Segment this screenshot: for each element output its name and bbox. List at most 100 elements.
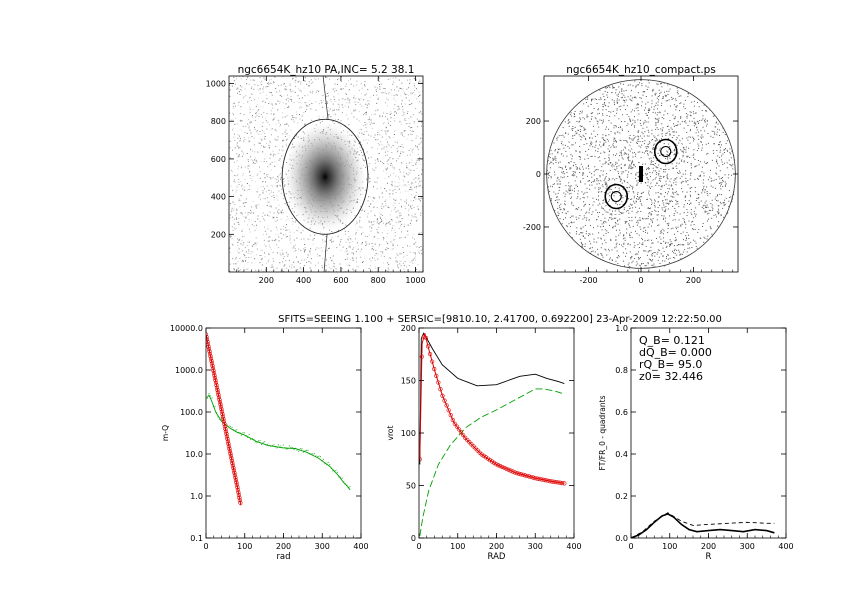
noise-pixel <box>392 225 394 227</box>
noise-pixel <box>651 254 653 256</box>
noise-pixel <box>637 139 639 141</box>
noise-pixel <box>338 99 340 101</box>
noise-pixel <box>375 90 377 92</box>
noise-pixel <box>685 235 687 237</box>
noise-pixel <box>267 174 269 176</box>
noise-pixel <box>290 267 292 269</box>
noise-pixel <box>624 195 626 197</box>
noise-pixel <box>395 257 397 259</box>
noise-pixel <box>233 181 235 183</box>
noise-pixel <box>628 164 630 166</box>
noise-pixel <box>669 215 671 217</box>
noise-mark <box>279 445 281 447</box>
noise-pixel <box>716 131 718 133</box>
noise-pixel <box>292 77 294 79</box>
noise-pixel <box>618 209 620 211</box>
noise-pixel <box>381 251 383 253</box>
noise-pixel <box>336 247 338 249</box>
noise-pixel <box>268 85 270 87</box>
noise-pixel <box>608 219 610 221</box>
noise-pixel <box>653 135 655 137</box>
noise-pixel <box>656 114 658 116</box>
noise-pixel <box>420 214 422 216</box>
noise-pixel <box>381 254 383 256</box>
noise-pixel <box>620 168 622 170</box>
noise-pixel <box>276 244 278 246</box>
noise-pixel <box>352 257 354 259</box>
noise-pixel <box>401 145 403 147</box>
noise-pixel <box>249 212 251 214</box>
noise-pixel <box>665 180 667 182</box>
noise-pixel <box>363 125 365 127</box>
noise-pixel <box>572 171 574 173</box>
noise-pixel <box>383 146 385 148</box>
noise-pixel <box>654 117 656 119</box>
noise-pixel <box>273 153 275 155</box>
noise-pixel <box>408 94 410 96</box>
noise-pixel <box>387 262 389 264</box>
noise-pixel <box>604 178 606 180</box>
noise-pixel <box>582 174 584 176</box>
noise-pixel <box>279 124 281 126</box>
noise-pixel <box>347 118 349 120</box>
noise-pixel <box>668 148 670 150</box>
noise-pixel <box>579 156 581 158</box>
noise-pixel <box>602 144 604 146</box>
noise-pixel <box>590 144 592 146</box>
noise-pixel <box>279 90 281 92</box>
noise-pixel <box>377 159 379 161</box>
noise-pixel <box>605 242 607 244</box>
noise-pixel <box>264 219 266 221</box>
noise-pixel <box>591 173 593 175</box>
noise-pixel <box>278 159 280 161</box>
noise-pixel <box>415 145 417 147</box>
noise-pixel <box>256 242 258 244</box>
noise-pixel <box>652 148 654 150</box>
noise-pixel <box>272 217 274 219</box>
noise-pixel <box>396 216 398 218</box>
noise-pixel <box>631 100 633 102</box>
noise-pixel <box>393 95 395 97</box>
noise-pixel <box>289 82 291 84</box>
noise-pixel <box>631 210 633 212</box>
noise-mark <box>270 445 272 447</box>
noise-pixel <box>698 131 700 133</box>
noise-pixel <box>698 138 700 140</box>
noise-pixel <box>308 86 310 88</box>
noise-pixel <box>668 262 670 264</box>
noise-pixel <box>314 77 316 79</box>
noise-pixel <box>601 223 603 225</box>
noise-pixel <box>630 111 632 113</box>
noise-pixel <box>582 177 584 179</box>
noise-pixel <box>289 231 291 233</box>
noise-pixel <box>382 170 384 172</box>
noise-pixel <box>410 92 412 94</box>
noise-pixel <box>588 203 590 205</box>
noise-pixel <box>284 131 286 133</box>
noise-pixel <box>728 190 730 192</box>
noise-pixel <box>637 141 639 143</box>
noise-pixel <box>726 149 728 151</box>
noise-pixel <box>254 242 256 244</box>
noise-pixel <box>571 196 573 198</box>
noise-pixel <box>691 246 693 248</box>
panel-title: ngc6654K_hz10 PA,INC= 5.2 38.1 <box>238 64 415 76</box>
noise-pixel <box>269 140 271 142</box>
noise-pixel <box>719 151 721 153</box>
noise-pixel <box>621 157 623 159</box>
noise-pixel <box>283 185 285 187</box>
noise-pixel <box>252 79 254 81</box>
noise-pixel <box>353 116 355 118</box>
noise-pixel <box>602 208 604 210</box>
noise-pixel <box>711 204 713 206</box>
noise-pixel <box>258 204 260 206</box>
noise-pixel <box>299 90 301 92</box>
noise-pixel <box>652 147 654 149</box>
noise-pixel <box>233 209 235 211</box>
noise-pixel <box>298 88 300 90</box>
noise-pixel <box>671 137 673 139</box>
noise-pixel <box>413 243 415 245</box>
noise-pixel <box>657 112 659 114</box>
noise-pixel <box>263 136 265 138</box>
noise-pixel <box>262 122 264 124</box>
